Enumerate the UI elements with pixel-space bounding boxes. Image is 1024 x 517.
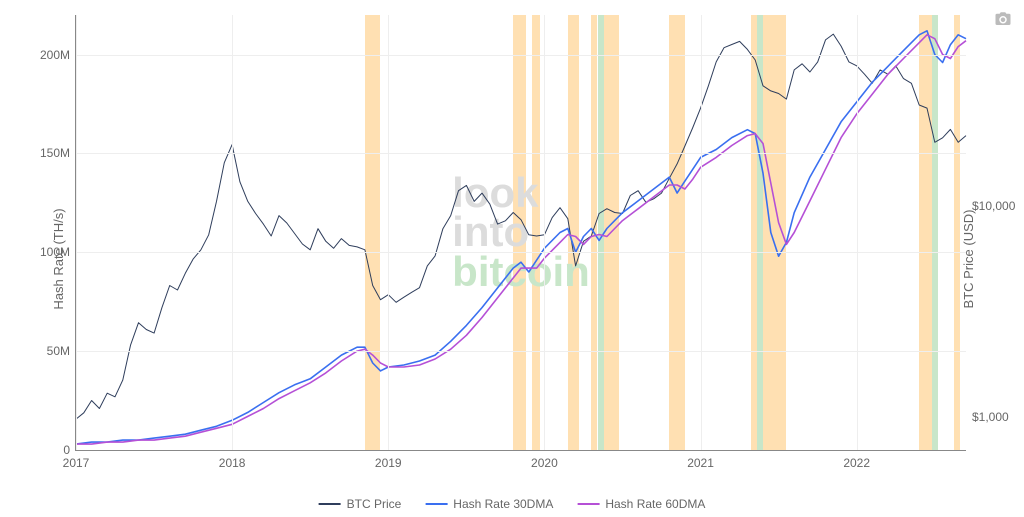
series-line: [76, 31, 966, 444]
legend-item[interactable]: BTC Price: [319, 497, 402, 511]
gridline-v: [544, 15, 545, 450]
chart-lines: [76, 15, 966, 450]
legend-item[interactable]: Hash Rate 30DMA: [425, 497, 553, 511]
series-line: [76, 35, 966, 444]
x-tick: 2021: [687, 450, 714, 470]
x-tick: 2017: [63, 450, 90, 470]
x-tick: 2022: [843, 450, 870, 470]
legend-label: Hash Rate 30DMA: [453, 497, 553, 511]
legend-swatch: [577, 503, 599, 505]
x-tick: 2019: [375, 450, 402, 470]
legend-swatch: [319, 503, 341, 505]
legend-item[interactable]: Hash Rate 60DMA: [577, 497, 705, 511]
gridline-v: [701, 15, 702, 450]
gridline-h: [76, 153, 966, 154]
gridline-h: [76, 351, 966, 352]
download-plot-icon[interactable]: [994, 10, 1012, 28]
series-line: [76, 34, 966, 419]
y-right-tick: $10,000: [966, 199, 1015, 213]
y-left-tick: 100M: [40, 245, 76, 259]
gridline-v: [857, 15, 858, 450]
legend-label: Hash Rate 60DMA: [605, 497, 705, 511]
x-tick: 2018: [219, 450, 246, 470]
hashrate-price-chart: Hash Rate (TH/s) BTC Price (USD) look in…: [0, 0, 1024, 517]
y-left-tick: 150M: [40, 146, 76, 160]
y-left-tick: 50M: [47, 344, 76, 358]
gridline-h: [76, 252, 966, 253]
y-left-tick: 200M: [40, 48, 76, 62]
plot-area[interactable]: look into bitcoin 050M100M150M200M$1,000…: [75, 15, 966, 451]
gridline-v: [388, 15, 389, 450]
gridline-v: [76, 15, 77, 450]
x-tick: 2020: [531, 450, 558, 470]
gridline-v: [232, 15, 233, 450]
y-right-tick: $1,000: [966, 410, 1009, 424]
legend-swatch: [425, 503, 447, 505]
gridline-h: [76, 55, 966, 56]
legend-label: BTC Price: [347, 497, 402, 511]
legend: BTC Price Hash Rate 30DMA Hash Rate 60DMA: [319, 497, 706, 511]
